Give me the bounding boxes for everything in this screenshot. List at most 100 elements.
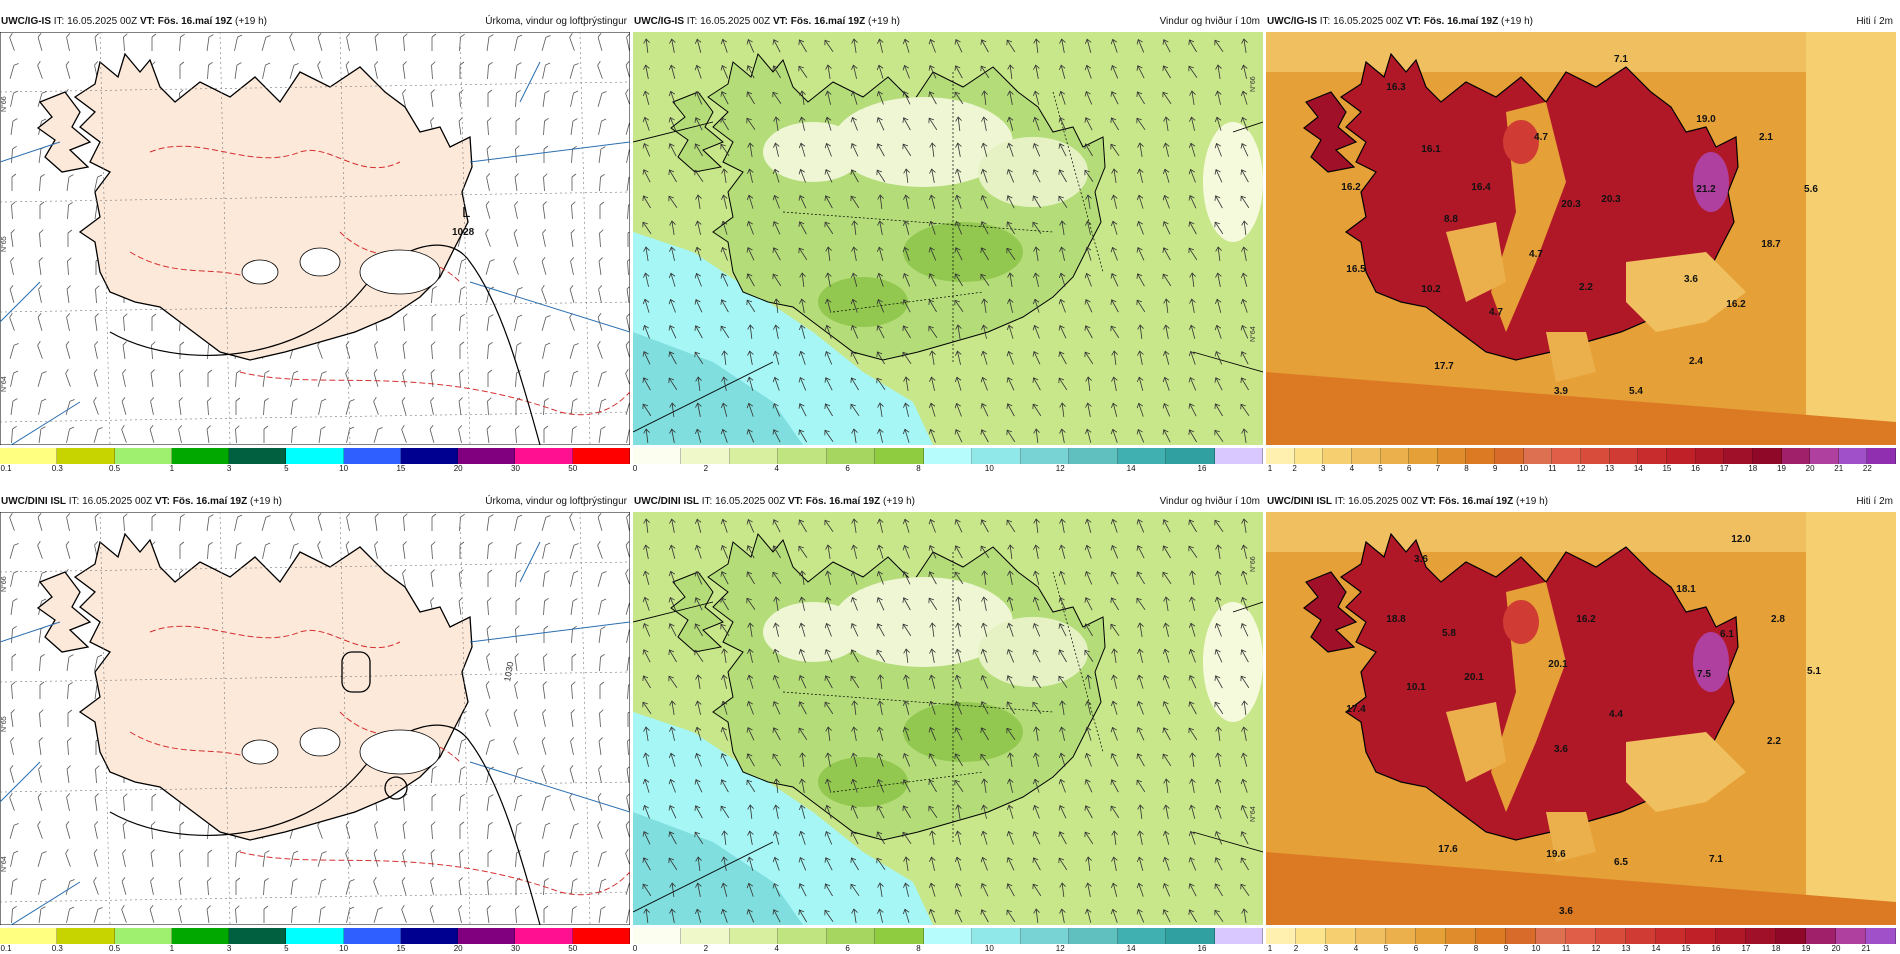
colorbar-swatch xyxy=(1581,448,1610,464)
colorbar-swatch xyxy=(633,448,681,464)
colorbar-swatches xyxy=(1266,928,1896,944)
lead-time: (+19 h) xyxy=(1501,16,1533,27)
latitude-label: N°66 xyxy=(0,96,8,112)
colorbar-tick-label: 10 xyxy=(985,944,994,953)
colorbar-tick-label: 5 xyxy=(284,944,288,953)
colorbar-tick-label: 0 xyxy=(633,464,637,473)
colorbar-tick-label: 10 xyxy=(1532,944,1541,953)
vt-value: Fös. 16.maí 19Z xyxy=(806,496,880,507)
colorbar-tick-label: 0.3 xyxy=(52,464,63,473)
it-label: IT: xyxy=(54,16,65,27)
colorbar-swatch xyxy=(1610,448,1639,464)
colorbar-swatch xyxy=(1352,448,1381,464)
temperature-value-label: 3.6 xyxy=(1559,906,1573,917)
colorbar-tick-label: 3 xyxy=(1321,464,1325,473)
colorbar-tick-label: 0.3 xyxy=(52,944,63,953)
vt-label: VT: xyxy=(1421,496,1436,507)
colorbar-tick-label: 18 xyxy=(1772,944,1781,953)
colorbar-swatch xyxy=(286,448,343,464)
model-name: UWC/IG-IS xyxy=(1,16,51,27)
temperature-value-label: 16.2 xyxy=(1341,182,1361,193)
colorbar-tick-label: 8 xyxy=(1464,464,1468,473)
temperature-value-label: 19.6 xyxy=(1546,849,1566,860)
colorbar-swatch xyxy=(1686,928,1716,944)
colorbar-swatch xyxy=(1724,448,1753,464)
panel-header: UWC/DINI ISL IT: 16.05.2025 00Z VT: Fös.… xyxy=(633,492,1263,512)
latitude-label: N°65 xyxy=(0,236,8,252)
colorbar-tick-label: 12 xyxy=(1592,944,1601,953)
it-label: IT: xyxy=(1335,496,1346,507)
colorbar-tick-label: 12 xyxy=(1056,464,1065,473)
temperature-value-label: 2.1 xyxy=(1759,132,1773,143)
panel-r2-wind: UWC/DINI ISL IT: 16.05.2025 00Z VT: Fös.… xyxy=(633,492,1263,952)
panel-title: Vindur og hviður í 10m xyxy=(1160,12,1260,32)
vt-label: VT: xyxy=(773,16,788,27)
colorbar-tick-label: 13 xyxy=(1622,944,1631,953)
vt-label: VT: xyxy=(788,496,803,507)
latitude-label: N°66 xyxy=(0,576,8,592)
colorbar-swatch xyxy=(1118,928,1166,944)
colorbar-swatch xyxy=(229,928,286,944)
panel-header: UWC/IG-IS IT: 16.05.2025 00Z VT: Fös. 16… xyxy=(0,12,630,32)
temperature-value-label: 3.9 xyxy=(1554,386,1568,397)
colorbar-tick-label: 6 xyxy=(845,944,849,953)
colorbar-swatch xyxy=(924,928,972,944)
colorbar-swatch xyxy=(515,448,572,464)
lead-time: (+19 h) xyxy=(868,16,900,27)
temperature-value-label: 21.2 xyxy=(1696,184,1716,195)
it-value: 16.05.2025 00Z xyxy=(67,16,137,27)
colorbar-swatch xyxy=(0,928,57,944)
colorbar-swatch xyxy=(0,448,57,464)
latitude-label: N°66 xyxy=(1249,556,1257,572)
it-value: 16.05.2025 00Z xyxy=(700,16,770,27)
colorbar-swatch xyxy=(1667,448,1696,464)
colorbar-tick-label: 12 xyxy=(1056,944,1065,953)
colorbar-swatch xyxy=(778,928,826,944)
colorbar-tick-label: 19 xyxy=(1777,464,1786,473)
colorbar-swatch xyxy=(1506,928,1536,944)
colorbar-tick-label: 22 xyxy=(1863,464,1872,473)
panel-r1-temp: UWC/IG-IS IT: 16.05.2025 00Z VT: Fös. 16… xyxy=(1266,12,1896,472)
temperature-value-label: 16.4 xyxy=(1471,182,1491,193)
lead-time: (+19 h) xyxy=(1516,496,1548,507)
colorbar-tick-label: 8 xyxy=(916,944,920,953)
colorbar-swatch xyxy=(1438,448,1467,464)
colorbar-swatch xyxy=(573,448,630,464)
colorbar-tick-label: 5 xyxy=(284,464,288,473)
temperature-value-label: 4.7 xyxy=(1529,249,1543,260)
temperature-value-label: 16.5 xyxy=(1346,264,1366,275)
panel-r1-wind: UWC/IG-IS IT: 16.05.2025 00Z VT: Fös. 16… xyxy=(633,12,1263,472)
colorbar-swatch xyxy=(1069,928,1117,944)
colorbar-swatch xyxy=(1746,928,1776,944)
colorbar-tick-label: 10 xyxy=(985,464,994,473)
colorbar-swatch xyxy=(401,928,458,944)
temperature-value-label: 17.4 xyxy=(1346,704,1366,715)
temperature-value-label: 5.4 xyxy=(1629,386,1643,397)
lead-time: (+19 h) xyxy=(250,496,282,507)
colorbar-tick-label: 2 xyxy=(1294,944,1298,953)
colorbar-tick-label: 15 xyxy=(396,464,405,473)
latitude-label: N°65 xyxy=(0,716,8,732)
colorbar-tick-label: 0.5 xyxy=(109,464,120,473)
low-pressure-value: 1028 xyxy=(452,227,475,238)
colorbar-swatch xyxy=(1836,928,1866,944)
panel-header: UWC/DINI ISL IT: 16.05.2025 00Z VT: Fös.… xyxy=(0,492,630,512)
temperature-value-label: 6.1 xyxy=(1720,629,1734,640)
colorbar-tick-label: 1 xyxy=(1268,944,1272,953)
temperature-value-label: 7.5 xyxy=(1697,669,1711,680)
colorbar-swatches xyxy=(0,448,630,464)
colorbar-tick-label: 8 xyxy=(1474,944,1478,953)
colorbar-tick-label: 17 xyxy=(1720,464,1729,473)
colorbar-tick-label: 0.1 xyxy=(0,464,11,473)
temperature-value-label: 6.5 xyxy=(1614,857,1628,868)
colorbar-tick-label: 11 xyxy=(1548,464,1556,473)
temperature-value-label: 10.1 xyxy=(1406,682,1426,693)
temperature-value-label: 5.8 xyxy=(1442,628,1456,639)
colorbar-tick-label: 0.1 xyxy=(0,944,11,953)
colorbar-tick-label: 20 xyxy=(454,464,463,473)
colorbar-swatch xyxy=(1295,448,1324,464)
